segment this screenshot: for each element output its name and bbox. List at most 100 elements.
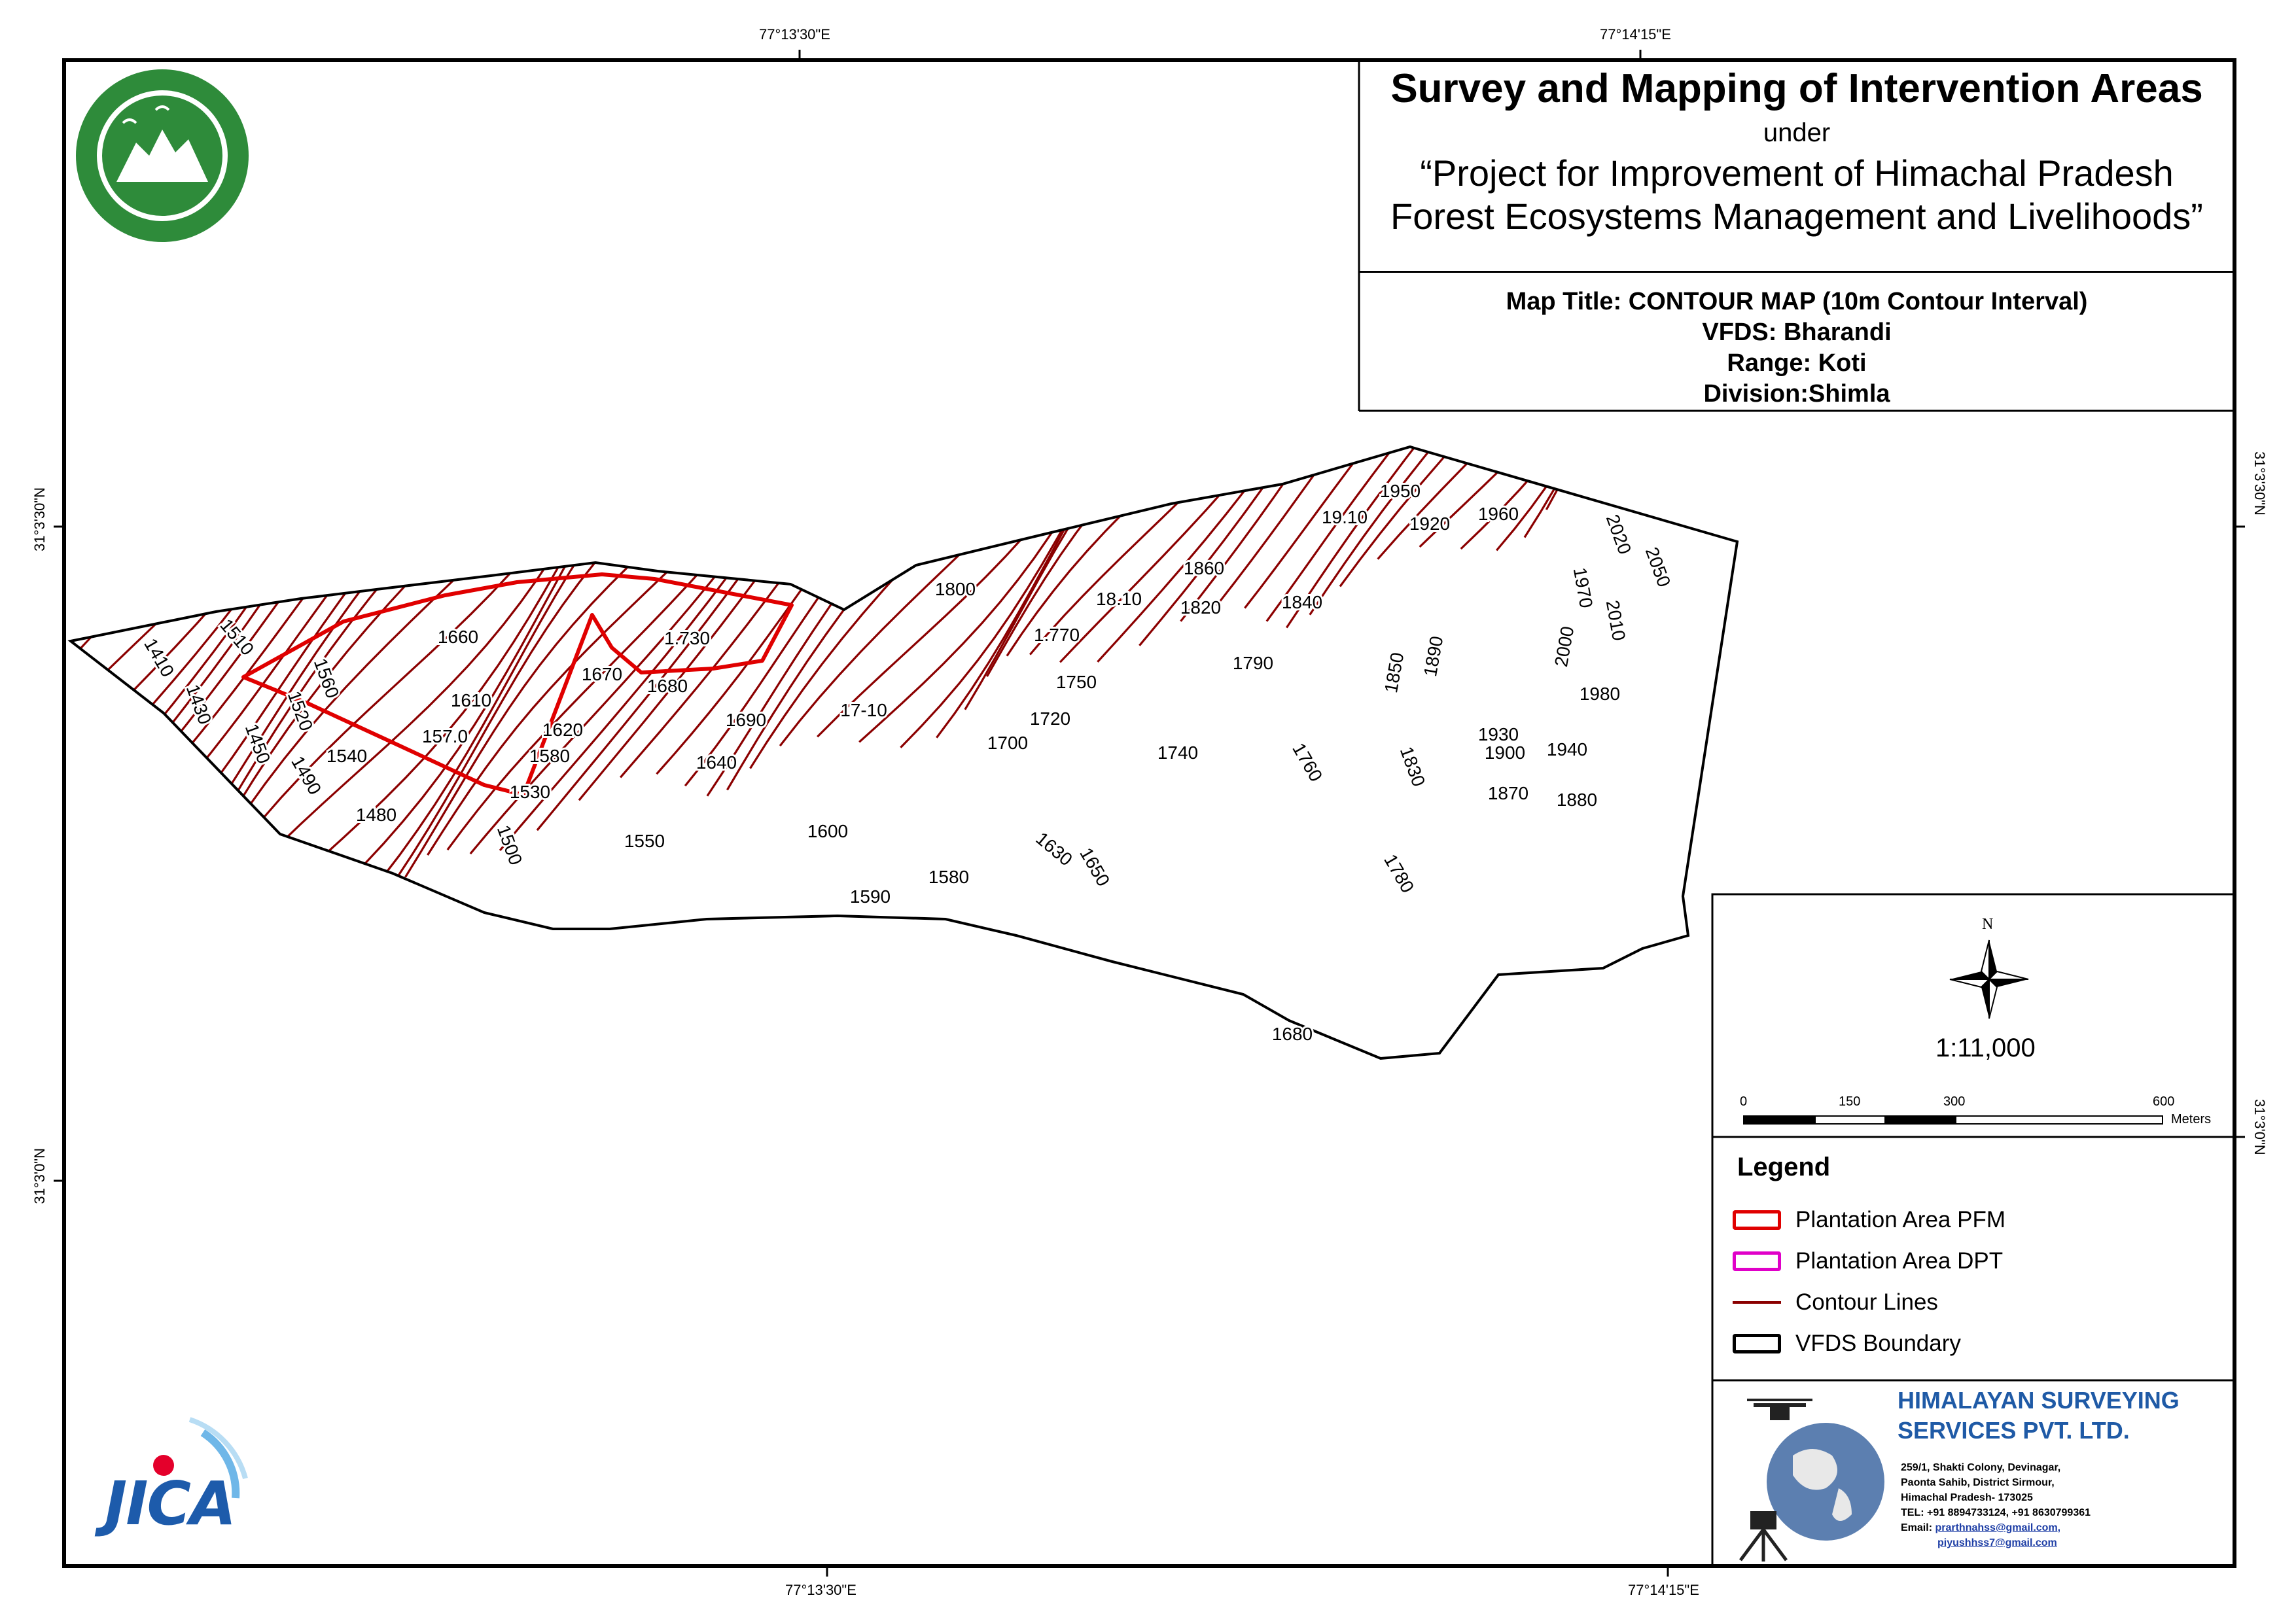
contour-line [1097, 447, 1737, 663]
contour-line [656, 447, 1347, 775]
contour-label: 1650 [1076, 845, 1114, 890]
contour-line [1029, 447, 1737, 655]
map-title: Map Title: CONTOUR MAP (10m Contour Inte… [1506, 288, 2088, 315]
contour-line [71, 447, 656, 1050]
contour-label: 1980 [1580, 684, 1620, 704]
contour-line [339, 447, 1046, 929]
graticule-right-top: 31°3'30"N [2252, 451, 2268, 515]
legend-item-dpt: Plantation Area DPT [1733, 1248, 2003, 1274]
contour-label: 1500 [493, 822, 526, 867]
contour-label: 1930 [1478, 724, 1519, 744]
contour-label: 1850 [1381, 651, 1407, 695]
contour-label: 1970 [1570, 566, 1597, 610]
scale-panel [1711, 893, 2236, 1567]
scale-tick-300: 300 [1943, 1094, 1966, 1109]
legend-label-boundary: VFDS Boundary [1795, 1331, 1961, 1356]
north-label: N [1982, 916, 1994, 933]
contour-line [71, 447, 693, 1032]
contour-line [619, 447, 1325, 778]
contour-label: 1670 [582, 664, 622, 684]
company-name: HIMALAYAN SURVEYING SERVICES PVT. LTD. [1898, 1386, 2180, 1446]
range-name: Range: Koti [1727, 349, 1867, 377]
contour-label: 1790 [1233, 653, 1273, 673]
contour-label: 1760 [1288, 740, 1326, 785]
contour-label: 1940 [1547, 739, 1587, 759]
contour-line [147, 447, 853, 961]
email-link-2[interactable]: piyushhss7@gmail.com [1937, 1537, 2057, 1548]
contour-line [499, 447, 1253, 852]
email-label: Email: [1901, 1522, 1933, 1533]
contour-label: 1.770 [1034, 625, 1080, 645]
jica-logo-text: JICA [105, 1469, 236, 1539]
map-frame [62, 58, 2236, 1568]
contour-label: 1660 [438, 627, 478, 647]
jica-logo-icon [153, 1417, 248, 1499]
contour-line [1059, 447, 1737, 663]
plantation-area-pfm [241, 572, 794, 797]
contour-label: 1.730 [664, 628, 710, 648]
contour-label: 1740 [1157, 742, 1198, 763]
contour-label: 1700 [987, 733, 1028, 753]
contour-label: 1820 [1180, 597, 1221, 618]
scale-bar [1743, 1115, 2163, 1125]
contour-line [858, 447, 1585, 743]
contour-line [219, 447, 973, 909]
contour-line [536, 447, 1282, 831]
legend-item-contour: Contour Lines [1733, 1289, 1938, 1316]
legend-label-contour: Contour Lines [1795, 1289, 1938, 1315]
graticule-ticks [54, 50, 2245, 1577]
legend-swatch-pfm [1733, 1210, 1781, 1230]
graticule-bottom-right: 77°14'15"E [1628, 1582, 1699, 1598]
project-title-line1: “Project for Improvement of Himachal Pra… [1420, 152, 2174, 194]
contour-label: 1800 [935, 579, 976, 599]
contour-label: 1640 [696, 752, 737, 773]
graticule-left-top: 31°3'30"N [31, 487, 48, 551]
contour-label: 1840 [1282, 592, 1322, 612]
company-name-line2: SERVICES PVT. LTD. [1898, 1417, 2130, 1444]
vfds-name: VFDS: Bharandi [1702, 319, 1892, 346]
contour-label: 2050 [1642, 544, 1674, 589]
company-name-line1: HIMALAYAN SURVEYING [1898, 1387, 2180, 1414]
company-email-row-2: piyushhss7@gmail.com [1901, 1535, 2091, 1550]
contour-label: 17-10 [840, 700, 887, 720]
contour-label: 19.10 [1322, 507, 1368, 527]
contour-line [404, 447, 1096, 878]
contour-line [817, 447, 1562, 738]
graticule-left-bottom: 31°3'0"N [31, 1148, 48, 1204]
contour-label: 157.0 [422, 726, 468, 746]
title-under: under [1763, 118, 1831, 147]
graticule-top-left: 77°13'30"E [759, 26, 830, 43]
contour-line [964, 447, 1656, 710]
project-title-line2: Forest Ecosystems Management and Livelih… [1390, 196, 2203, 237]
contour-line [1006, 447, 1735, 657]
contour-label: 1680 [1272, 1024, 1313, 1044]
contour-line [427, 447, 1133, 856]
graticule-top-right: 77°14'15"E [1600, 26, 1671, 43]
contour-label: 1720 [1030, 708, 1070, 729]
legend-swatch-contour [1733, 1301, 1781, 1304]
legend-title: Legend [1737, 1153, 1831, 1181]
contour-label: 1780 [1380, 851, 1418, 896]
contour-line [1265, 447, 1737, 622]
contour-line [578, 447, 1305, 801]
email-link-1[interactable]: prarthnahss@gmail.com, [1935, 1522, 2061, 1533]
company-address: 259/1, Shakti Colony, Devinagar, Paonta … [1901, 1460, 2091, 1550]
contour-label: 1620 [542, 720, 583, 740]
contour-label: 1860 [1184, 558, 1224, 578]
contour-line [749, 447, 1496, 769]
contour-line [684, 447, 1376, 787]
contour-label: 18.10 [1096, 589, 1142, 609]
contour-label: 2020 [1602, 512, 1635, 557]
legend-label-pfm: Plantation Area PFM [1795, 1207, 2005, 1232]
contour-label: 1690 [726, 710, 766, 730]
contour-label: 2000 [1551, 625, 1578, 669]
contour-line [706, 447, 1413, 797]
company-phone: TEL: +91 8894733124, +91 8630799361 [1901, 1507, 2091, 1518]
contour-label: 1920 [1409, 514, 1450, 534]
address-line3: Himachal Pradesh- 173025 [1901, 1492, 2033, 1503]
contour-label: 2010 [1602, 599, 1629, 642]
contour-line [779, 447, 1533, 747]
contour-line [1285, 447, 1737, 629]
contour-label: 1900 [1485, 742, 1525, 763]
